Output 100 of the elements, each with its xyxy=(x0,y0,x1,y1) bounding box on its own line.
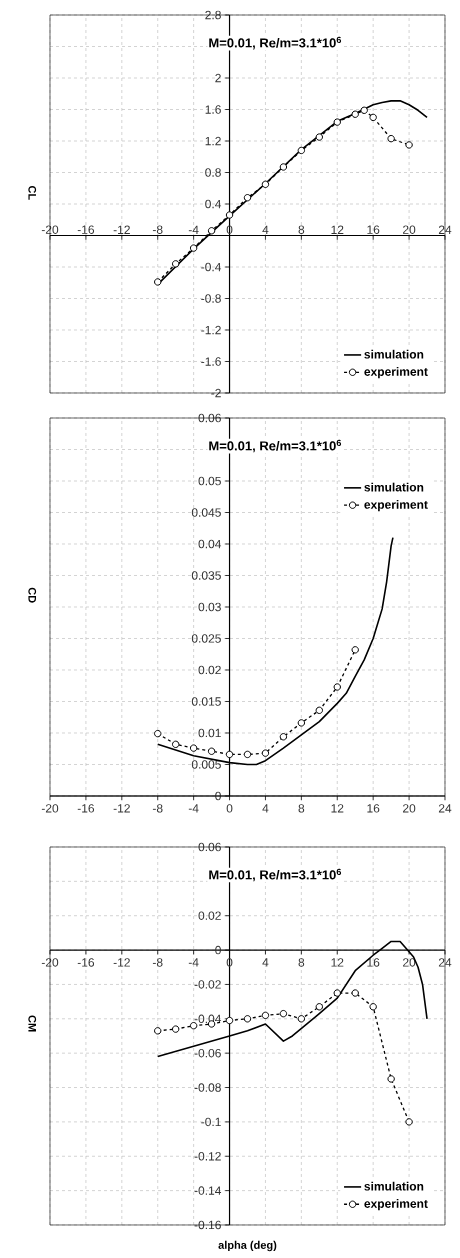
y-tick-label: 0.015 xyxy=(191,697,221,706)
point xyxy=(279,1009,288,1018)
point xyxy=(261,749,270,757)
x-tick-label: -16 xyxy=(77,958,95,967)
x-tick-label: 4 xyxy=(262,958,269,967)
point xyxy=(225,211,234,219)
x-tick-label: 8 xyxy=(298,958,305,967)
point xyxy=(225,750,234,759)
point xyxy=(154,1027,162,1035)
x-tick-label: 24 xyxy=(438,958,452,967)
point xyxy=(261,180,270,189)
x-tick-label: 12 xyxy=(331,958,344,967)
y-tick-label: -1.2 xyxy=(201,325,221,335)
point xyxy=(171,260,180,268)
y-tick-label: 2 xyxy=(215,73,221,83)
point xyxy=(189,744,198,752)
x-tick-label: 16 xyxy=(367,225,380,234)
point xyxy=(351,646,359,654)
point xyxy=(243,194,252,202)
legend-label: experiment xyxy=(364,367,428,379)
x-tick-label: -20 xyxy=(41,958,59,967)
x-tick-label: -8 xyxy=(152,958,163,967)
point xyxy=(207,227,216,235)
point xyxy=(279,163,288,171)
x-tick-label: 12 xyxy=(331,804,344,813)
y-tick-label: 0.035 xyxy=(191,571,221,580)
x-tick-label: -12 xyxy=(113,804,130,813)
legend-label: simulation xyxy=(364,349,424,359)
x-tick-label: 20 xyxy=(403,804,416,813)
x-tick-label: -4 xyxy=(188,958,199,967)
text: M=0.01, Re/m=3.1*10$^{6}$ xyxy=(209,868,342,882)
point xyxy=(261,1011,270,1020)
y-tick-label: 0.4 xyxy=(205,199,222,209)
point xyxy=(243,1015,252,1023)
point xyxy=(351,989,359,997)
y-tick-label: 0.02 xyxy=(198,911,221,920)
point xyxy=(333,989,341,997)
y-tick-label: -0.4 xyxy=(201,262,222,272)
y-tick-label: 0.04 xyxy=(198,539,222,549)
x-tick-label: 8 xyxy=(298,804,305,813)
y-tick-label: -0.1 xyxy=(201,1117,221,1127)
x-tick-label: 8 xyxy=(298,225,305,234)
x-tick-label: 4 xyxy=(262,225,269,234)
x-tick-label: 12 xyxy=(331,225,344,234)
y-tick-label: -0.8 xyxy=(201,294,221,303)
point xyxy=(279,733,288,741)
point xyxy=(387,1075,395,1083)
y-tick-label: -0.02 xyxy=(194,980,221,989)
legend-label: experiment xyxy=(364,500,428,512)
x-tick-label: -4 xyxy=(188,804,199,813)
y-tick-label: 0.045 xyxy=(191,508,221,517)
point xyxy=(315,706,324,715)
x-tick-label: -12 xyxy=(113,958,130,967)
x-tick-label: -4 xyxy=(188,225,199,234)
point xyxy=(369,113,377,122)
y-tick-label: -0.16 xyxy=(194,1220,221,1230)
point xyxy=(154,278,162,286)
point xyxy=(154,729,162,738)
x-tick-label: -12 xyxy=(113,225,130,234)
legend-label: simulation xyxy=(364,1181,424,1191)
y-axis-title: CD xyxy=(28,587,37,603)
point xyxy=(333,118,341,126)
point xyxy=(243,750,252,759)
point xyxy=(297,146,306,155)
point xyxy=(171,740,180,749)
x-tick-label: -20 xyxy=(41,225,59,234)
point xyxy=(189,1021,198,1030)
x-tick-label: 20 xyxy=(403,225,416,234)
point xyxy=(297,719,306,727)
x-tick-label: -16 xyxy=(77,225,95,234)
point xyxy=(405,141,413,149)
x-tick-label: -16 xyxy=(77,804,95,813)
point xyxy=(207,747,216,755)
text: M=0.01, Re/m=3.1*10$^{6}$ xyxy=(209,439,342,453)
point xyxy=(315,133,324,141)
point xyxy=(225,1016,234,1025)
x-tick-label: 0 xyxy=(226,804,233,813)
y-tick-label: -0.14 xyxy=(194,1186,222,1195)
point xyxy=(369,1003,377,1011)
x-tick-label: 4 xyxy=(262,804,269,813)
x-axis-title: alpha (deg) xyxy=(218,1240,277,1252)
point xyxy=(315,1003,324,1011)
y-tick-label: -0.12 xyxy=(194,1152,221,1161)
point xyxy=(405,1118,413,1126)
x-tick-label: -8 xyxy=(152,804,163,813)
point xyxy=(297,1015,306,1023)
y-tick-label: -1.6 xyxy=(201,357,221,366)
y-tick-label: 1.6 xyxy=(205,105,221,114)
legend-label: simulation xyxy=(364,482,424,492)
x-tick-label: 20 xyxy=(403,958,416,967)
y-tick-label: 0.02 xyxy=(198,665,221,675)
point xyxy=(360,106,368,114)
y-tick-label: 0.05 xyxy=(198,476,221,486)
x-tick-label: 16 xyxy=(367,804,380,813)
y-tick-label: 0.06 xyxy=(198,413,221,423)
x-tick-label: -8 xyxy=(152,225,163,234)
point xyxy=(351,110,359,118)
point xyxy=(171,1025,180,1033)
y-tick-label: 1.2 xyxy=(205,136,221,146)
x-tick-label: 24 xyxy=(438,804,452,813)
